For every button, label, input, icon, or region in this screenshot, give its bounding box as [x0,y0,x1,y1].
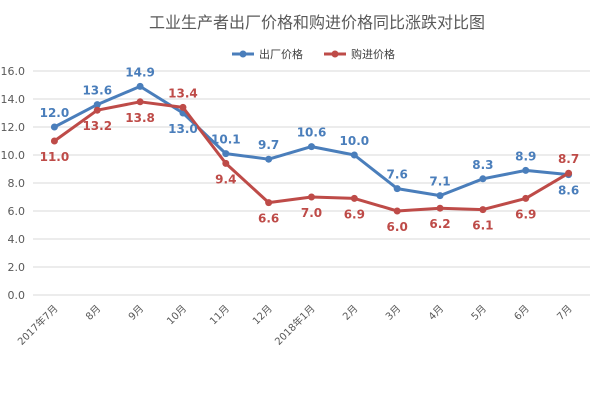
series-1-point [308,143,315,151]
data-label: 9.7 [258,138,279,152]
data-label: 10.0 [340,134,370,148]
series-1-point [479,175,487,183]
series-2-point [136,98,144,106]
x-tick-label: 12月 [250,303,275,328]
y-tick-label: 0.0 [8,289,26,302]
series-2-point [222,159,230,167]
y-tick-label: 8.0 [8,177,26,190]
gridlines [33,70,590,296]
x-tick-label: 3月 [383,303,403,323]
data-label: 6.6 [258,212,279,226]
data-label: 13.8 [125,111,155,125]
x-tick-label: 5月 [469,303,489,323]
x-tick-label: 4月 [426,303,446,323]
series-2-point [436,204,444,212]
legend-marker [239,50,247,58]
series-1-point [436,192,444,200]
chart-title: 工业生产者出厂价格和购进价格同比涨跌对比图 [149,13,485,32]
data-label: 14.9 [125,65,155,79]
data-label: 8.7 [558,152,579,166]
series-2-point [350,194,358,202]
x-tick-label: 8月 [83,303,103,323]
x-tick-label: 2018年1月 [272,302,318,348]
data-label: 13.4 [168,86,198,100]
data-label: 12.0 [40,106,70,120]
data-label: 6.9 [344,207,365,221]
x-tick-label: 2月 [340,303,360,323]
y-tick-label: 2.0 [8,261,26,274]
y-tick-label: 12.0 [1,121,26,134]
series-1-point [350,151,358,159]
data-label: 6.2 [429,217,450,231]
x-tick-label: 2017年7月 [15,302,61,348]
y-tick-label: 6.0 [8,205,26,218]
y-tick-label: 4.0 [8,233,26,246]
series-2-point [265,199,273,207]
x-tick-label: 11月 [207,303,232,328]
data-label: 7.0 [301,206,322,220]
data-label: 8.9 [515,149,536,163]
data-label: 10.1 [211,133,241,147]
series-2-point [479,206,487,214]
x-tick-label: 9月 [126,303,146,323]
data-label: 7.1 [429,175,450,189]
series-1-point [93,101,101,109]
x-tick-label: 6月 [512,303,532,323]
data-label: 6.9 [515,207,536,221]
y-axis: 0.0 2.0 4.0 6.0 8.0 10.0 12.0 14.0 16.0 [1,65,26,302]
series-group [50,82,573,215]
series-1-point [265,155,273,163]
series-1-point [222,150,230,158]
y-tick-label: 10.0 [1,149,26,162]
series-2-point [50,137,58,145]
data-label: 11.0 [40,150,70,164]
data-label: 10.6 [297,126,327,140]
data-label: 7.6 [387,168,408,182]
data-label: 6.0 [387,220,408,234]
series-2-point [179,103,187,111]
y-tick-label: 14.0 [1,93,26,106]
data-label: 13.2 [82,119,112,133]
series-2-point [522,194,530,202]
y-tick-label: 16.0 [1,65,26,78]
legend-label: 购进价格 [351,47,395,61]
data-label: 13.0 [168,122,198,136]
legend-marker [331,50,339,58]
legend: 出厂价格 购进价格 [232,47,395,61]
data-label: 6.1 [472,219,493,233]
data-label: 9.4 [215,172,236,186]
x-tick-label: 10月 [165,303,190,328]
series-1-point [393,185,401,193]
series-2-point [308,193,315,201]
series-1-point [136,82,144,90]
data-label: 13.6 [82,84,112,98]
data-label: 8.3 [472,158,493,172]
data-labels: 12.0 11.0 13.6 13.2 14.9 13.8 13.0 13.4 10.1 9.4 9… [40,65,580,234]
series-1-point [522,166,530,174]
series-2-point [93,106,101,114]
x-tick-label: 7月 [555,303,575,323]
series-2-point [393,207,401,215]
series-1-point [50,123,58,131]
legend-label: 出厂价格 [259,47,303,61]
series-2-point [565,169,573,177]
data-label: 8.6 [558,184,579,198]
